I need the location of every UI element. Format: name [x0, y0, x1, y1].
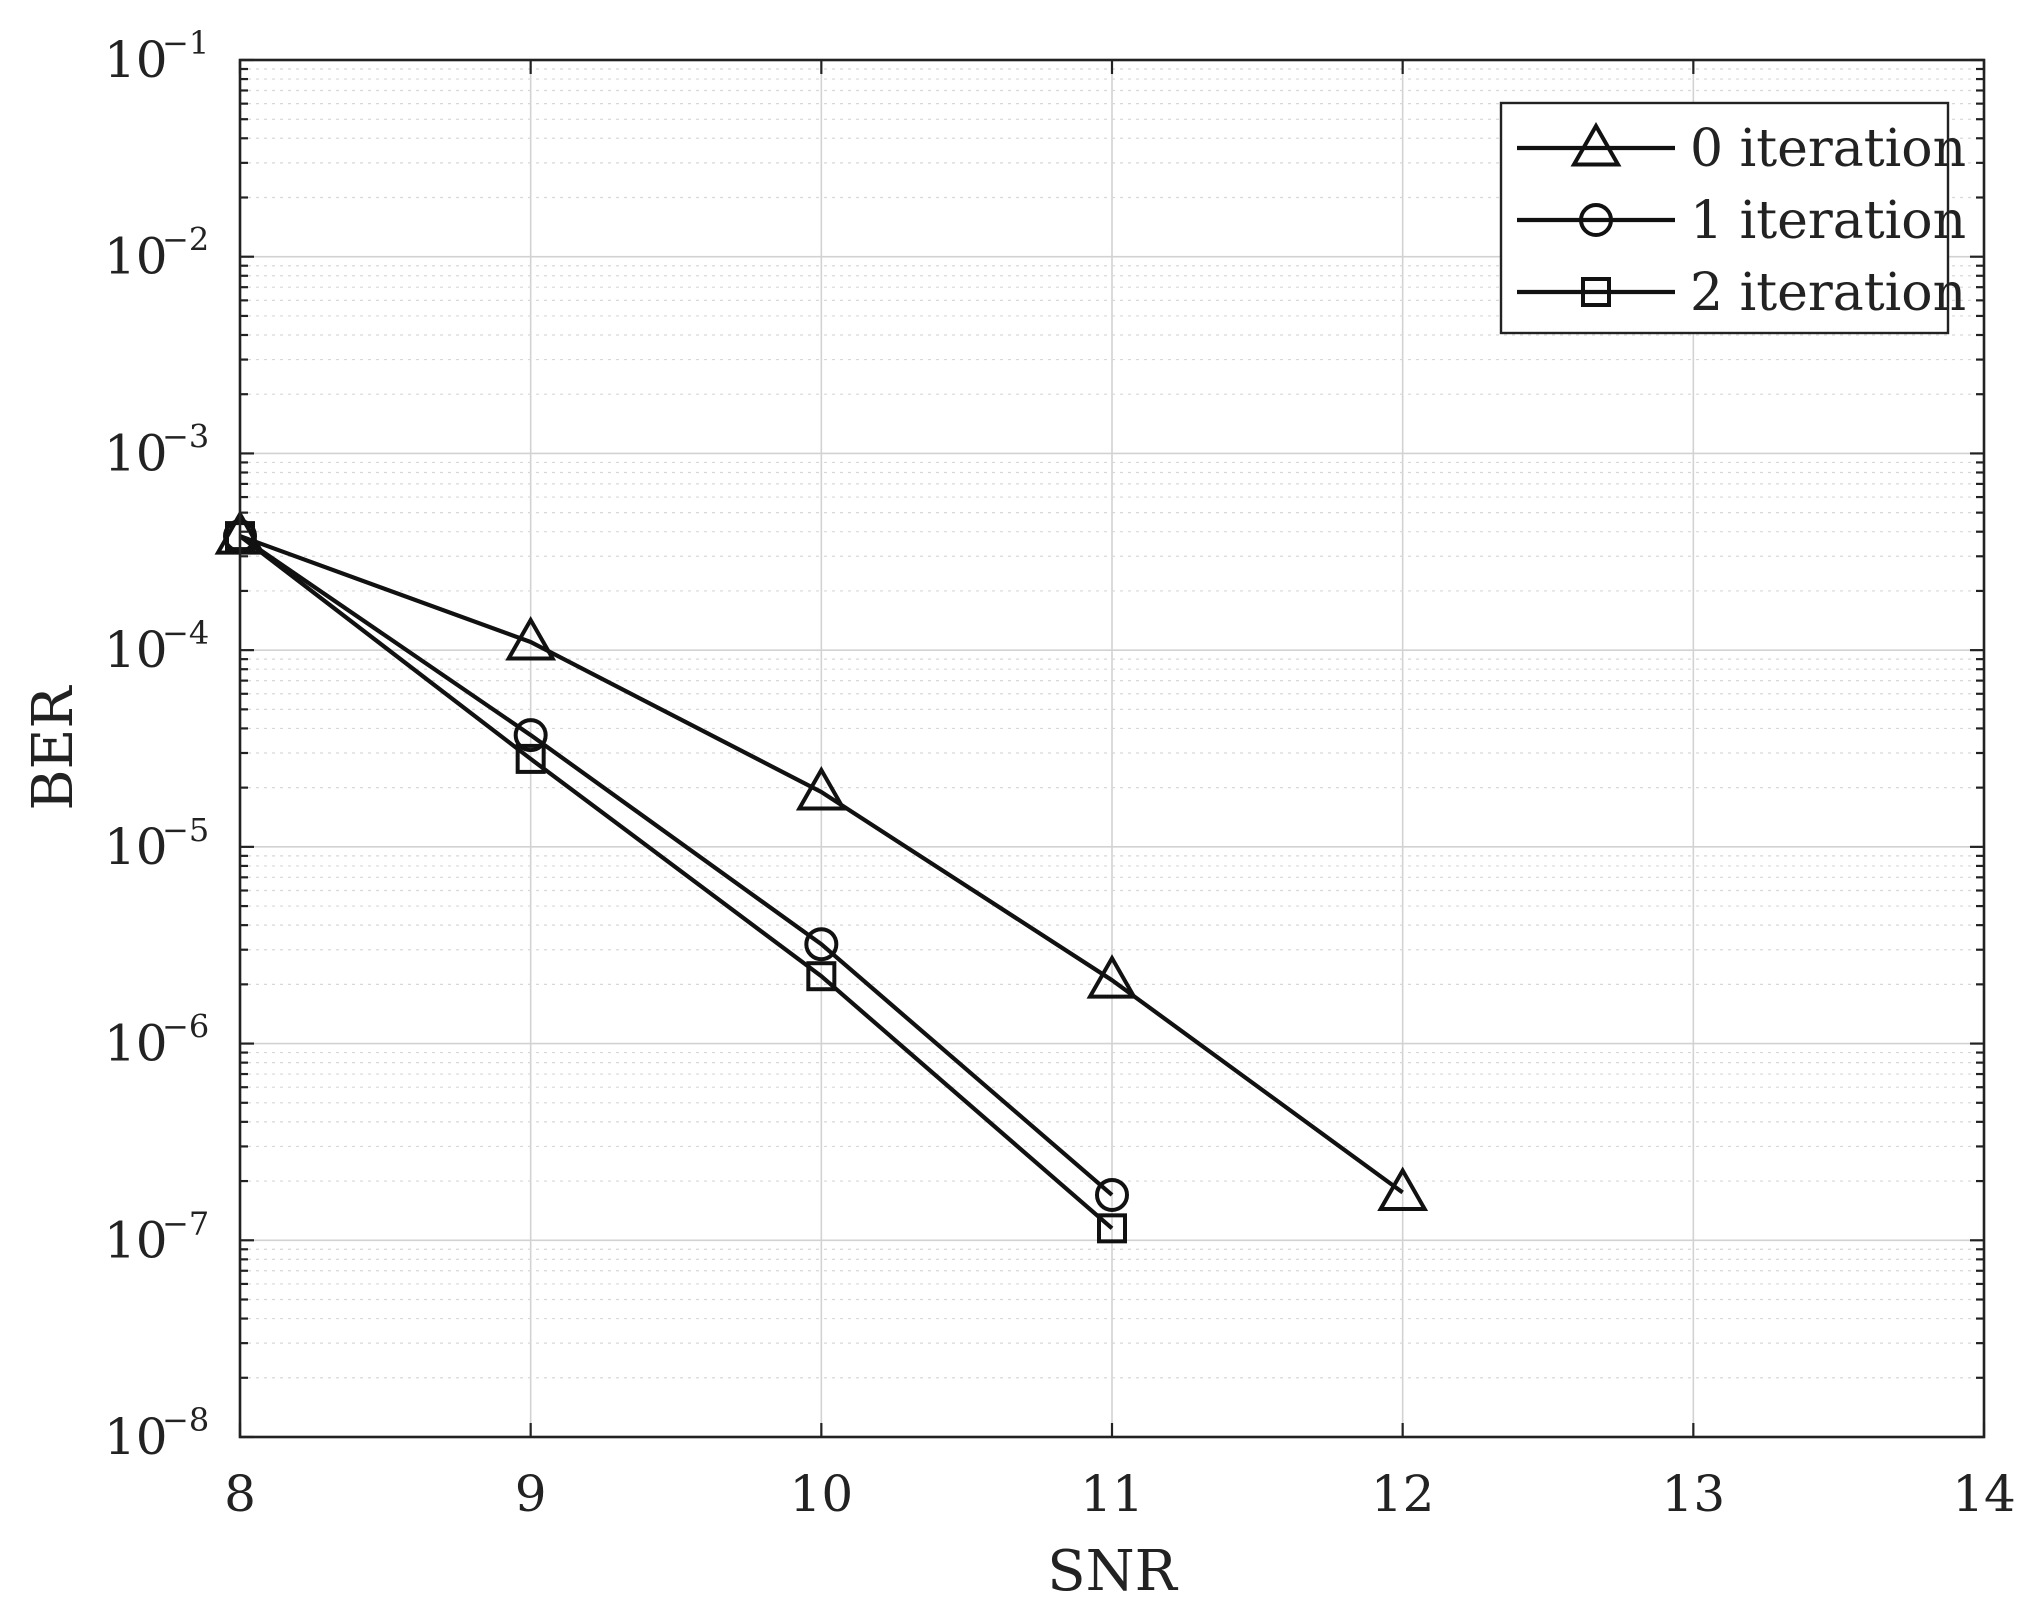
series-2: [225, 521, 1127, 1244]
y-tick-base: 10: [104, 818, 168, 876]
y-tick-base: 10: [104, 621, 168, 679]
data-point: [505, 615, 557, 661]
legend-marker: [1581, 277, 1611, 307]
data-point: [804, 927, 839, 962]
y-tick-label: 10−5: [104, 811, 209, 876]
y-tick-label: 10−8: [104, 1401, 209, 1466]
y-tick-exponent: −2: [162, 221, 209, 259]
y-tick-base: 10: [104, 1015, 168, 1073]
x-tick-label: 9: [515, 1465, 547, 1523]
legend: 0 iteration 1 iteration 2 iteration: [1499, 101, 1966, 335]
y-tick-exponent: −7: [162, 1204, 209, 1242]
x-tick-label: 12: [1371, 1465, 1435, 1523]
x-tick-label: 13: [1662, 1465, 1726, 1523]
y-tick-base: 10: [104, 1408, 168, 1466]
data-point: [806, 961, 837, 992]
y-tick-label: 10−1: [104, 24, 209, 89]
x-tick-label: 8: [224, 1465, 256, 1523]
legend-label: 1 iteration: [1690, 191, 1966, 251]
series-line: [238, 534, 1114, 1197]
legend-label: 0 iteration: [1690, 119, 1966, 179]
y-tick-base: 10: [104, 424, 168, 482]
x-tick-label: 14: [1952, 1465, 2016, 1523]
y-tick-exponent: −1: [162, 24, 209, 62]
x-axis-title: SNR: [1047, 1539, 1178, 1604]
data-point: [1377, 1166, 1429, 1211]
y-tick-base: 10: [104, 1211, 168, 1269]
x-tick-label: 11: [1080, 1465, 1144, 1523]
y-tick-exponent: −5: [162, 811, 209, 849]
y-tick-label: 10−6: [104, 1008, 209, 1073]
data-point: [515, 743, 546, 774]
y-tick-label: 10−4: [104, 614, 209, 679]
legend-label: 2 iteration: [1690, 263, 1966, 323]
y-axis-title: BER: [21, 685, 86, 811]
data-point: [1095, 1177, 1129, 1212]
data-point: [1086, 954, 1138, 999]
data-point: [513, 718, 548, 753]
y-tick-base: 10: [104, 31, 168, 89]
y-tick-exponent: −8: [162, 1401, 209, 1439]
series-line: [238, 534, 1114, 1230]
y-tick-exponent: −6: [162, 1008, 209, 1046]
series-line: [239, 534, 1404, 1195]
legend-entry: 0 iteration: [1517, 119, 1966, 179]
legend-entry: 2 iteration: [1517, 263, 1966, 323]
legend-marker: [1579, 203, 1613, 237]
y-tick-label: 10−7: [104, 1204, 209, 1269]
y-tick-base: 10: [104, 228, 168, 286]
tick-labels: 8 9 10 11 12 13 1410−810−710−610−510−410−310−2…: [104, 24, 2016, 1523]
data-point: [795, 765, 847, 811]
axis-ticks: [238, 58, 1986, 1439]
legend-marker: [1570, 121, 1622, 167]
legend-entry: 1 iteration: [1517, 191, 1966, 251]
y-tick-exponent: −3: [162, 417, 209, 455]
y-tick-exponent: −4: [162, 614, 209, 652]
y-tick-label: 10−3: [104, 417, 209, 482]
y-tick-label: 10−2: [104, 221, 209, 286]
data-point: [1097, 1213, 1127, 1244]
x-tick-label: 10: [790, 1465, 854, 1523]
